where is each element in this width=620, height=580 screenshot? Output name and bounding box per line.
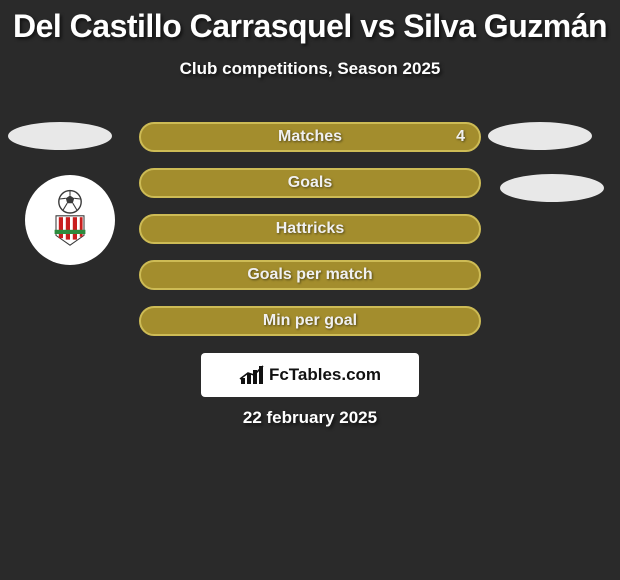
- stat-value: 4: [456, 128, 465, 146]
- stat-row-matches: Matches 4: [139, 122, 481, 152]
- subtitle: Club competitions, Season 2025: [0, 59, 620, 79]
- brand-text: FcTables.com: [269, 365, 381, 385]
- page-title: Del Castillo Carrasquel vs Silva Guzmán: [0, 0, 620, 45]
- comparison-infographic: Del Castillo Carrasquel vs Silva Guzmán …: [0, 0, 620, 580]
- right-player-ellipse-1: [488, 122, 592, 150]
- stat-label: Matches: [278, 128, 342, 146]
- club-badge: [25, 175, 115, 265]
- stat-label: Goals: [288, 174, 332, 192]
- club-badge-icon: [35, 185, 105, 255]
- stat-row-goals-per-match: Goals per match: [139, 260, 481, 290]
- left-player-ellipse: [8, 122, 112, 150]
- stat-label: Min per goal: [263, 312, 357, 330]
- right-player-ellipse-2: [500, 174, 604, 202]
- stat-row-min-per-goal: Min per goal: [139, 306, 481, 336]
- stat-row-goals: Goals: [139, 168, 481, 198]
- stat-label: Goals per match: [247, 266, 372, 284]
- stat-row-hattricks: Hattricks: [139, 214, 481, 244]
- brand-bars-icon: [239, 364, 265, 386]
- brand-box: FcTables.com: [201, 353, 419, 397]
- stat-rows: Matches 4 Goals Hattricks Goals per matc…: [139, 122, 481, 352]
- stat-label: Hattricks: [276, 220, 344, 238]
- date-line: 22 february 2025: [0, 408, 620, 428]
